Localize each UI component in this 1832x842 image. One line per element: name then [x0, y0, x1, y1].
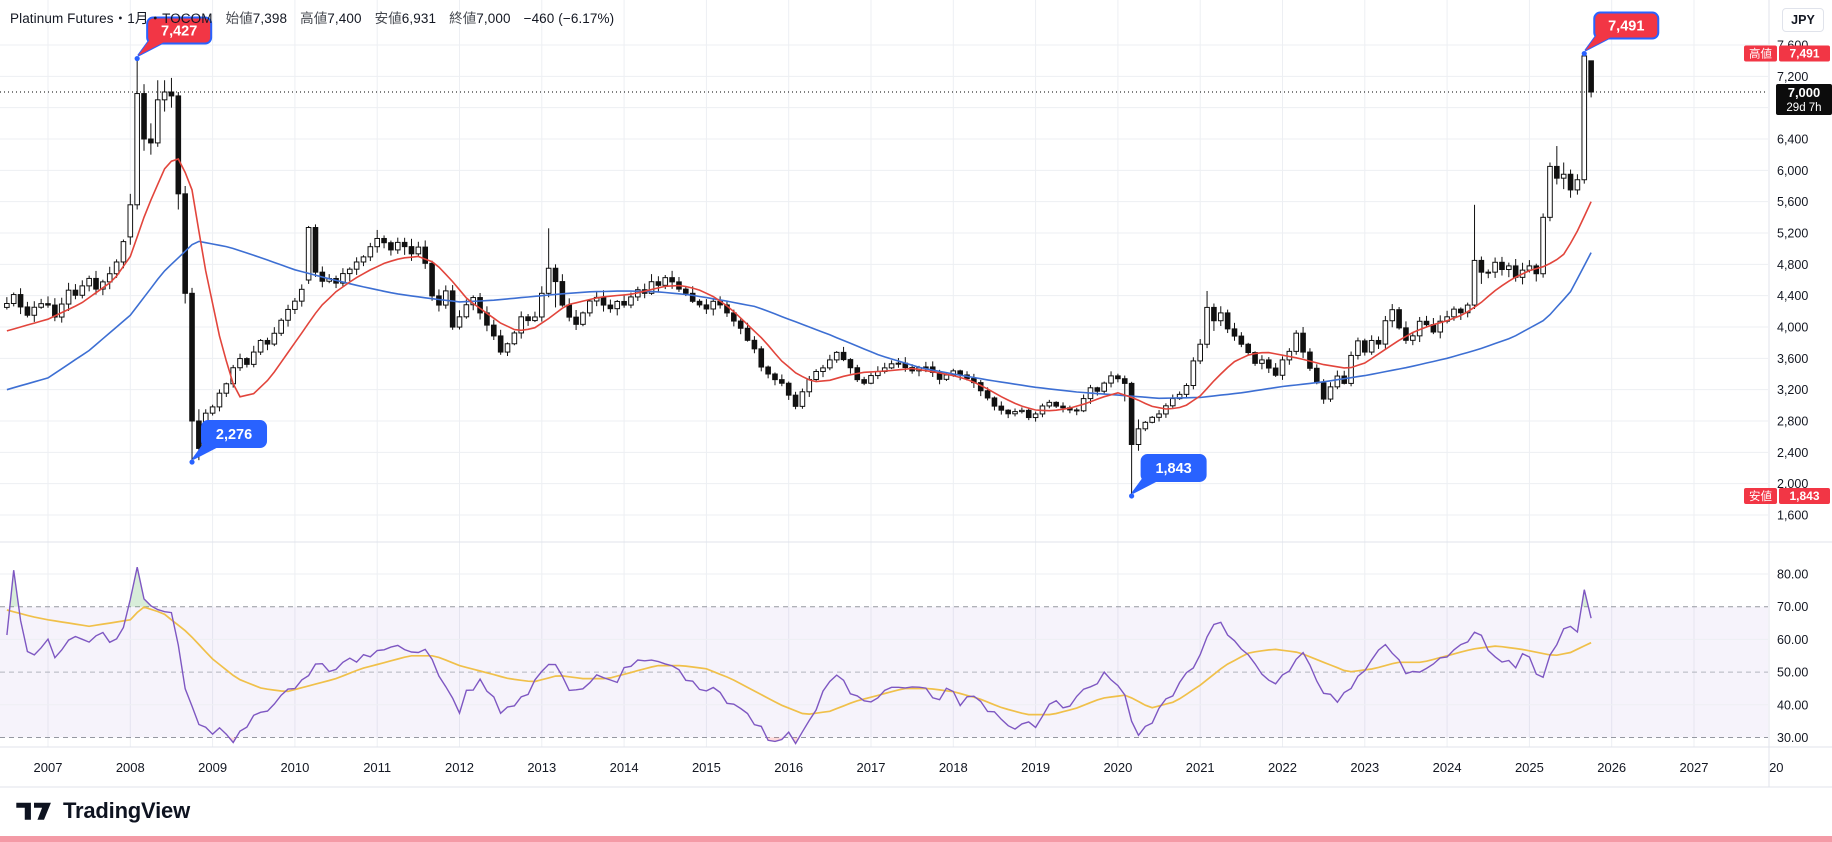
tradingview-logo[interactable]: TradingView: [14, 795, 190, 826]
price-callouts[interactable]: 7,427 2,276 1,843 7,491: [134, 11, 1660, 499]
price-callout[interactable]: 7,491: [1581, 11, 1660, 57]
price-tick-label: 5,600: [1777, 195, 1808, 209]
time-tick-label: 2009: [198, 760, 227, 775]
callout-text: 7,491: [1608, 19, 1644, 35]
time-tick-label: 2019: [1021, 760, 1050, 775]
price-tick-label: 4,000: [1777, 320, 1808, 334]
rsi-tick-label: 60.00: [1777, 633, 1808, 647]
rsi-tick-label: 30.00: [1777, 731, 1808, 745]
callout-text: 2,276: [216, 427, 252, 443]
time-tick-label: 2014: [610, 760, 639, 775]
callout-anchor-dot: [134, 55, 140, 62]
time-tick-label: 2025: [1515, 760, 1544, 775]
interval-label[interactable]: 1月: [127, 11, 149, 26]
low-price-axis-label: 安値 1,843: [1744, 487, 1830, 504]
time-tick-label: 20: [1769, 760, 1783, 775]
high-label: 高値: [300, 11, 328, 26]
price-tick-label: 6,000: [1777, 164, 1808, 178]
time-tick-label: 2008: [116, 760, 145, 775]
chart-canvas[interactable]: 7,4272,2761,8437,4917,6007,2006,8006,400…: [0, 0, 1832, 790]
svg-text:高値: 高値: [1749, 47, 1772, 61]
time-tick-label: 2010: [280, 760, 309, 775]
close-value: 7,000: [476, 11, 511, 26]
symbol-title[interactable]: Platinum Futures: [10, 11, 114, 26]
high-price-axis-label: 高値 7,491: [1744, 45, 1830, 62]
legend-separator: ・: [148, 11, 163, 26]
price-callout[interactable]: 2,276: [189, 420, 268, 465]
axes[interactable]: 7,6007,2006,8006,4006,0005,6005,2004,800…: [0, 0, 1832, 788]
price-tick-label: 1,600: [1777, 508, 1808, 522]
bottom-accent-bar: [0, 836, 1832, 842]
current-price-axis-label: 7,000 29d 7h: [1776, 83, 1832, 115]
low-value: 6,931: [401, 11, 437, 26]
ma-slow-blue-line: [6, 240, 1592, 400]
time-tick-label: 2020: [1103, 760, 1132, 775]
callout-anchor-dot: [1581, 50, 1587, 57]
rsi-tick-label: 70.00: [1777, 600, 1808, 614]
time-tick-label: 2016: [774, 760, 803, 775]
low-label: 安値: [374, 11, 402, 26]
rsi-pane-background: [0, 573, 1768, 738]
time-tick-label: 2013: [527, 760, 556, 775]
price-tick-label: 4,400: [1777, 289, 1808, 303]
open-value: 7,398: [252, 11, 288, 26]
time-tick-label: 2011: [363, 760, 391, 775]
price-tick-label: 7,200: [1777, 70, 1808, 84]
time-tick-label: 2023: [1350, 760, 1379, 775]
change-value: −460 (−6.17%): [523, 11, 615, 26]
price-tick-label: 2,800: [1777, 414, 1808, 428]
svg-text:安値: 安値: [1749, 489, 1772, 503]
legend-separator: ・: [113, 11, 128, 26]
chart-legend: Platinum Futures・1月・TOCOM 始値7,398 高値7,400 安…: [10, 7, 614, 27]
time-tick-label: 2017: [857, 760, 886, 775]
time-tick-label: 2018: [939, 760, 968, 775]
rsi-tick-label: 50.00: [1777, 666, 1808, 680]
currency-button[interactable]: JPY: [1782, 8, 1824, 32]
ma-fast-red-line: [6, 158, 1592, 412]
callout-text: 7,427: [161, 24, 197, 40]
svg-text:1,843: 1,843: [1789, 489, 1819, 503]
moving-average-lines[interactable]: [0, 91, 1768, 412]
rsi-ma-line: [6, 606, 1592, 716]
tradingview-logo-text: TradingView: [63, 797, 190, 823]
callout-text: 1,843: [1155, 461, 1191, 477]
candlestick-layer[interactable]: [4, 53, 1594, 496]
svg-text:29d 7h: 29d 7h: [1786, 102, 1821, 114]
price-tick-label: 5,200: [1777, 226, 1808, 240]
exchange-label[interactable]: TOCOM: [162, 11, 213, 26]
time-tick-label: 2012: [445, 760, 474, 775]
price-tick-label: 2,400: [1777, 446, 1808, 460]
svg-text:7,000: 7,000: [1788, 85, 1821, 100]
time-tick-label: 2026: [1597, 760, 1626, 775]
time-tick-label: 2021: [1186, 760, 1215, 775]
svg-text:7,491: 7,491: [1789, 47, 1819, 61]
rsi-tick-label: 80.00: [1777, 568, 1808, 582]
open-label: 始値: [225, 11, 253, 26]
time-tick-label: 2027: [1680, 760, 1709, 775]
time-tick-label: 2015: [692, 760, 721, 775]
time-tick-label: 2024: [1433, 760, 1462, 775]
high-value: 7,400: [327, 11, 362, 26]
callout-anchor-dot: [189, 459, 195, 465]
time-tick-label: 2007: [34, 760, 63, 775]
close-label: 終値: [449, 11, 477, 26]
rsi-tick-label: 40.00: [1777, 698, 1808, 712]
price-tick-label: 3,600: [1777, 352, 1808, 366]
price-tick-label: 6,400: [1777, 132, 1808, 146]
tradingview-logo-icon: [16, 802, 51, 820]
time-tick-label: 2022: [1268, 760, 1297, 775]
price-tick-label: 4,800: [1777, 258, 1808, 272]
callout-anchor-dot: [1129, 493, 1135, 499]
rsi-line: [6, 567, 1592, 745]
price-callout[interactable]: 1,843: [1129, 453, 1207, 499]
price-callout[interactable]: 7,427: [134, 16, 213, 62]
price-tick-label: 3,200: [1777, 383, 1808, 397]
rsi-indicator-layer[interactable]: [0, 543, 1768, 789]
price-tick-label: 2,000: [1777, 477, 1808, 491]
